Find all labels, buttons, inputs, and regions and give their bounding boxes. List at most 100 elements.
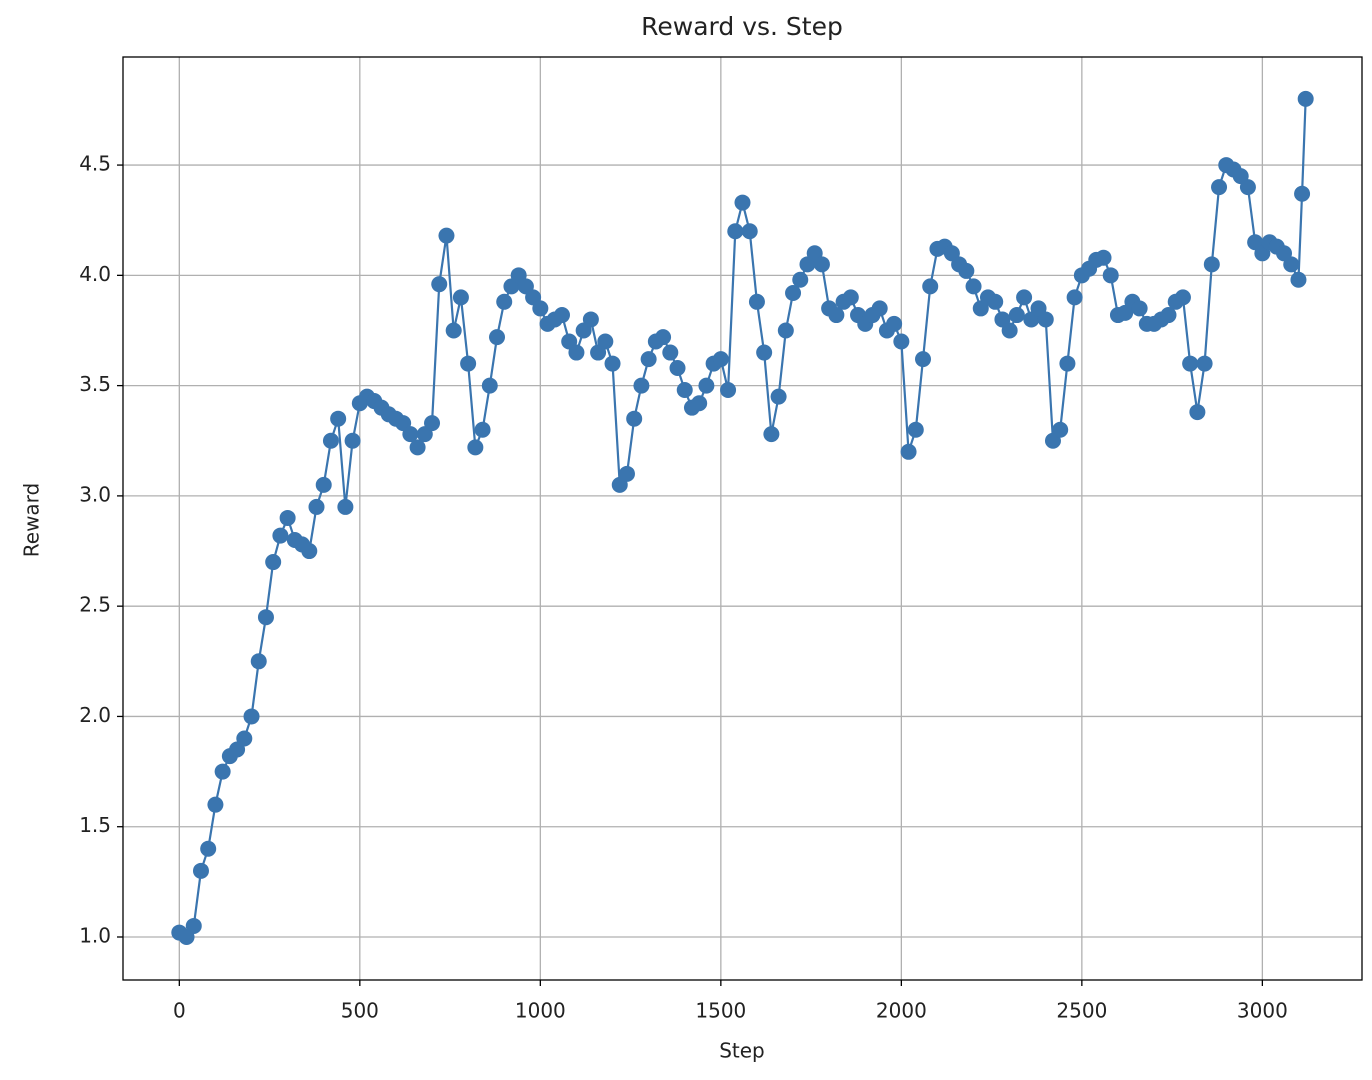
data-point [431, 276, 448, 293]
data-point [763, 426, 780, 443]
data-point [272, 527, 289, 544]
data-point [871, 300, 888, 317]
x-tick-label: 500 [341, 999, 379, 1023]
data-point [1211, 179, 1228, 196]
data-point [1239, 179, 1256, 196]
data-point [1174, 289, 1191, 306]
data-point [315, 476, 332, 493]
data-point [604, 355, 621, 372]
data-point [481, 377, 498, 394]
data-point [496, 293, 513, 310]
data-point [597, 333, 614, 350]
data-point [669, 359, 686, 376]
grid [123, 57, 1362, 980]
data-point [712, 351, 729, 368]
data-point [792, 271, 809, 288]
plot-frame [122, 56, 1363, 981]
data-point [330, 410, 347, 427]
data-point [720, 382, 737, 399]
data-point [308, 498, 325, 515]
data-point [452, 289, 469, 306]
data-point [756, 344, 773, 361]
data-point [409, 439, 426, 456]
data-point [1203, 256, 1220, 273]
plot [171, 90, 1314, 945]
data-point [626, 410, 643, 427]
y-tick-label: 2.5 [79, 593, 111, 617]
data-point [640, 351, 657, 368]
data-point [676, 382, 693, 399]
data-point [1294, 185, 1311, 202]
data-point [279, 509, 296, 526]
data-point [1290, 271, 1307, 288]
data-point [438, 227, 455, 244]
data-point [1001, 322, 1018, 339]
data-point [900, 443, 917, 460]
data-point [1059, 355, 1076, 372]
data-point [691, 395, 708, 412]
data-point [633, 377, 650, 394]
data-point [257, 609, 274, 626]
data-point [402, 426, 419, 443]
x-tick-label: 2000 [876, 999, 927, 1023]
data-point [1037, 311, 1054, 328]
data-point [777, 322, 794, 339]
x-tick-label: 3000 [1237, 999, 1288, 1023]
chart-title: Reward vs. Step [641, 12, 843, 41]
data-point [907, 421, 924, 438]
data-point [1052, 421, 1069, 438]
data-point [965, 278, 982, 295]
data-point [1196, 355, 1213, 372]
data-point [553, 307, 570, 324]
data-point [185, 917, 202, 934]
data-point [1008, 307, 1025, 324]
data-point [727, 223, 744, 240]
data-point [741, 223, 758, 240]
data-point [915, 351, 932, 368]
data-point [1066, 289, 1083, 306]
data-point [1297, 90, 1314, 107]
data-point [265, 554, 282, 571]
data-point [214, 763, 231, 780]
data-point [662, 344, 679, 361]
series-line [178, 98, 1307, 939]
data-point [922, 278, 939, 295]
data-point [460, 355, 477, 372]
data-point [1131, 300, 1148, 317]
data-point [1182, 355, 1199, 372]
y-tick-label: 1.5 [79, 813, 111, 837]
data-point [828, 307, 845, 324]
x-axis-label: Step [719, 1039, 765, 1063]
y-tick-label: 4.5 [79, 152, 111, 176]
data-point [698, 377, 715, 394]
data-point [445, 322, 462, 339]
data-point [770, 388, 787, 405]
data-point [301, 543, 318, 560]
y-tick-label: 3.5 [79, 372, 111, 396]
data-point [532, 300, 549, 317]
x-tick-label: 1000 [515, 999, 566, 1023]
x-tick-label: 0 [173, 999, 186, 1023]
data-point [337, 498, 354, 515]
y-tick-label: 1.0 [79, 923, 111, 947]
data-point [467, 439, 484, 456]
data-point [1189, 404, 1206, 421]
data-point [785, 284, 802, 301]
data-point [250, 653, 267, 670]
y-tick-label: 2.0 [79, 703, 111, 727]
data-point [655, 329, 672, 346]
data-point [582, 311, 599, 328]
data-point [893, 333, 910, 350]
y-tick-label: 3.0 [79, 482, 111, 506]
y-tick-label: 4.0 [79, 262, 111, 286]
data-point [1095, 249, 1112, 266]
data-point [1283, 256, 1300, 273]
data-point [568, 344, 585, 361]
data-point [192, 862, 209, 879]
data-point [886, 315, 903, 332]
data-point [1102, 267, 1119, 284]
data-point [842, 289, 859, 306]
data-point [200, 840, 217, 857]
data-point [813, 256, 830, 273]
